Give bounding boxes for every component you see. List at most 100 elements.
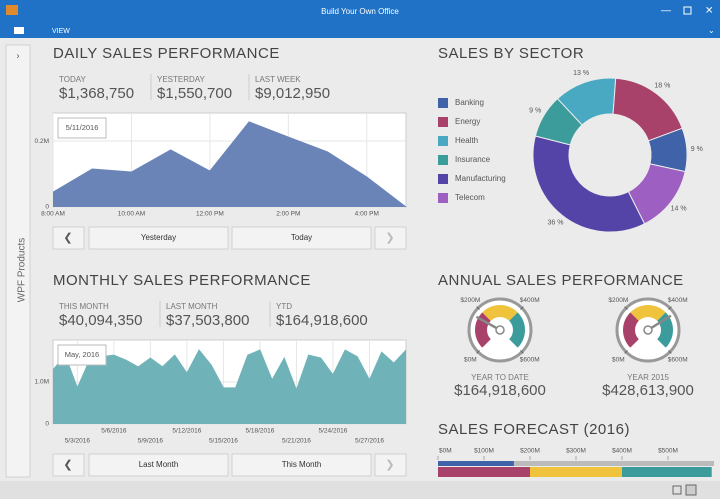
legend-swatch <box>438 98 448 108</box>
x-tick-label: 5/6/2016 <box>101 428 127 435</box>
kpi-value: $1,368,750 <box>59 85 134 102</box>
track <box>438 461 714 466</box>
area-fill <box>53 121 406 207</box>
y-tick-label: 0 <box>45 421 49 428</box>
section-title: ANNUAL SALES PERFORMANCE <box>438 272 684 289</box>
next-button[interactable] <box>374 453 407 477</box>
gauge-tick-label: $600M <box>520 356 540 363</box>
nav-button[interactable] <box>231 453 372 477</box>
view-normal[interactable] <box>672 485 682 495</box>
menu-view[interactable]: VIEW <box>52 28 70 35</box>
gauge-hub <box>495 325 505 335</box>
gauge-tick-label: $200M <box>608 297 628 304</box>
nav-button[interactable] <box>231 226 372 250</box>
tooltip-box <box>57 117 107 139</box>
close[interactable]: ✕ <box>705 6 713 17</box>
area-line <box>52 121 407 208</box>
donut-slice <box>534 97 583 146</box>
sidebar[interactable] <box>5 44 31 478</box>
prev-arrow[interactable]: ❮ <box>63 232 72 244</box>
forecast-segment <box>530 467 622 477</box>
kpi-label: TODAY <box>59 75 86 84</box>
x-tick-label: $400M <box>612 448 632 455</box>
kpi-label: LAST WEEK <box>255 75 301 84</box>
maximize[interactable] <box>683 6 692 15</box>
legend-swatch <box>438 136 448 146</box>
nav-button-label[interactable]: Today <box>291 233 312 242</box>
legend-swatch <box>438 174 448 184</box>
area-line <box>52 349 407 392</box>
gauge-label: YEAR TO DATE <box>471 373 529 382</box>
tooltip: 5/11/2016 <box>66 123 99 132</box>
legend-swatch <box>438 117 448 127</box>
x-tick-label: 2:00 PM <box>276 211 300 218</box>
x-tick-label: $300M <box>566 448 586 455</box>
kpi-label: YTD <box>276 302 292 311</box>
gauge-tick <box>476 306 480 310</box>
x-tick-label: $0M <box>439 448 452 455</box>
gauge-tick <box>476 350 480 354</box>
next-button[interactable] <box>374 226 407 250</box>
slice-label: 18 % <box>654 82 670 89</box>
gauge-value: $428,613,900 <box>602 382 694 399</box>
nav-button[interactable] <box>88 453 229 477</box>
gauge-tick-label: $0M <box>464 356 477 363</box>
prev-button[interactable] <box>52 453 85 477</box>
minimize[interactable]: — <box>661 6 671 17</box>
legend-label: Telecom <box>455 193 485 202</box>
gauge-tick-label: $200M <box>460 297 480 304</box>
gauge-hub <box>643 325 653 335</box>
x-tick-label: 5/9/2016 <box>138 438 164 445</box>
kpi-value: $37,503,800 <box>166 312 249 329</box>
gauge-label: YEAR 2015 <box>627 373 669 382</box>
slice-label: 9 % <box>529 108 541 115</box>
x-tick-label: 5/18/2016 <box>245 428 274 435</box>
slice-label: 14 % <box>671 205 687 212</box>
x-tick-label: $100M <box>474 448 494 455</box>
nav-button-label[interactable]: Yesterday <box>141 233 176 242</box>
title-bar <box>0 0 720 38</box>
prev-button[interactable] <box>52 226 85 250</box>
section-title: DAILY SALES PERFORMANCE <box>53 45 280 62</box>
x-tick-label: 5/12/2016 <box>172 428 201 435</box>
kpi-label: LAST MONTH <box>166 302 218 311</box>
prev-arrow[interactable]: ❮ <box>63 459 72 471</box>
ribbon-icon[interactable] <box>14 27 24 34</box>
nav-button-label[interactable]: Last Month <box>139 460 179 469</box>
window-title: Build Your Own Office <box>321 7 399 16</box>
y-tick-label: 0.2M <box>35 138 49 145</box>
gauge-tick <box>668 306 672 310</box>
y-tick-label: 1.0M <box>35 379 49 386</box>
kpi-label: THIS MONTH <box>59 302 109 311</box>
forecast-segment <box>438 467 530 477</box>
kpi-value: $1,550,700 <box>157 85 232 102</box>
legend-label: Insurance <box>455 155 491 164</box>
x-tick-label: 5/3/2016 <box>65 438 91 445</box>
kpi-label: YESTERDAY <box>157 75 206 84</box>
nav-button-label[interactable]: This Month <box>282 460 322 469</box>
gauge-tick <box>624 350 628 354</box>
view-reading[interactable] <box>685 484 697 496</box>
section-title: SALES BY SECTOR <box>438 45 584 62</box>
next-arrow[interactable]: ❯ <box>385 232 394 244</box>
sidebar-arrow[interactable]: › <box>17 50 20 60</box>
gauge-tick <box>520 306 524 310</box>
gauge-tick-label: $0M <box>612 356 625 363</box>
kpi-value: $9,012,950 <box>255 85 330 102</box>
actual-bar <box>438 461 514 466</box>
legend-label: Banking <box>455 98 484 107</box>
gauge-value: $164,918,600 <box>454 382 546 399</box>
x-tick-label: $500M <box>658 448 678 455</box>
gauge-tick <box>520 350 524 354</box>
x-tick-label: 5/15/2016 <box>209 438 238 445</box>
ribbon-toggle[interactable]: ⌄ <box>708 26 715 35</box>
legend-label: Manufacturing <box>455 174 506 183</box>
gauge-tick-label: $600M <box>668 356 688 363</box>
x-tick-label: 5/24/2016 <box>319 428 348 435</box>
gauge-tick <box>624 306 628 310</box>
x-tick-label: 5/21/2016 <box>282 438 311 445</box>
nav-button[interactable] <box>88 226 229 250</box>
x-tick-label: $200M <box>520 448 540 455</box>
next-arrow[interactable]: ❯ <box>385 459 394 471</box>
